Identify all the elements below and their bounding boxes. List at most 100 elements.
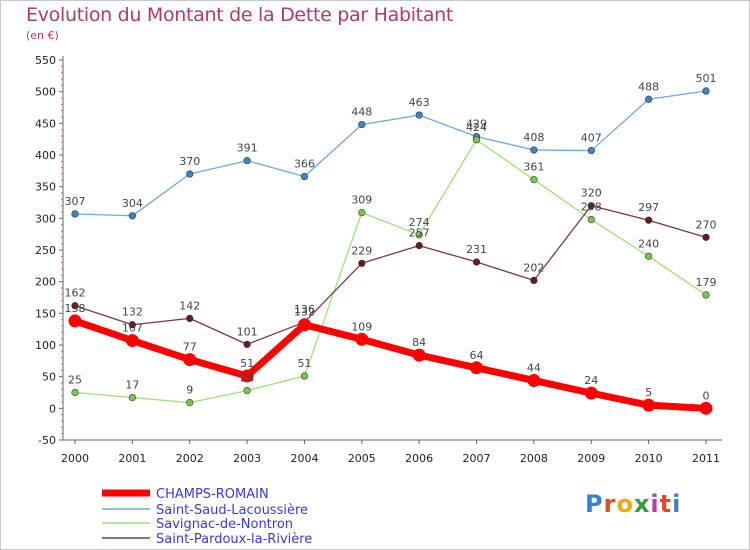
data-label: 307: [65, 195, 86, 208]
data-point: [358, 120, 366, 129]
data-label: 257: [409, 227, 430, 240]
data-point: [587, 216, 595, 224]
y-tick-label: 200: [35, 276, 56, 289]
chart-unit: (en €): [26, 29, 59, 42]
data-label: 132: [294, 306, 315, 319]
data-label: 17: [125, 379, 139, 392]
data-label: 297: [638, 201, 659, 214]
data-point: [645, 95, 653, 103]
data-point: [415, 241, 423, 250]
data-point: [584, 386, 598, 400]
x-tick-label: 2009: [577, 452, 605, 465]
data-label: 407: [581, 132, 602, 145]
data-label: 231: [466, 243, 487, 256]
data-point: [702, 291, 710, 299]
chart-title: Evolution du Montant de la Dette par Hab…: [26, 4, 454, 26]
data-label: 391: [237, 142, 258, 155]
logo-letter: i: [650, 490, 660, 518]
logo-letter: i: [672, 490, 682, 518]
series-line: [74, 139, 707, 404]
data-point: [702, 87, 710, 95]
data-label: 366: [294, 158, 315, 171]
data-point: [128, 393, 136, 402]
data-label: 25: [68, 374, 82, 387]
data-label: 44: [527, 361, 541, 374]
data-label: 132: [122, 306, 143, 319]
y-tick-label: 0: [49, 402, 56, 415]
data-point: [68, 314, 82, 328]
data-point: [355, 332, 369, 346]
y-tick-label: 50: [42, 371, 56, 384]
series-line: [74, 205, 707, 346]
data-point: [645, 252, 653, 260]
data-label: 142: [179, 299, 200, 312]
x-tick-label: 2000: [61, 452, 89, 465]
x-tick-label: 2005: [348, 452, 376, 465]
legend-label: Saint-Pardoux-la-Rivière: [156, 532, 312, 547]
y-tick-label: 550: [35, 54, 56, 67]
data-point: [358, 259, 366, 267]
data-point: [186, 399, 194, 407]
data-label: 370: [179, 155, 200, 168]
data-point: [183, 353, 197, 367]
data-point: [240, 369, 254, 383]
data-label: 309: [351, 194, 372, 207]
logo-letter: x: [633, 490, 651, 518]
data-label: 101: [237, 325, 258, 338]
data-label: 107: [122, 322, 143, 335]
data-point: [470, 361, 484, 375]
data-label: 84: [412, 336, 426, 349]
data-label: 24: [584, 374, 598, 387]
data-label: 270: [696, 218, 717, 231]
data-point: [472, 136, 481, 144]
data-point: [125, 334, 139, 348]
y-tick-label: 250: [35, 244, 56, 257]
data-label: 64: [470, 349, 484, 362]
data-point: [642, 398, 656, 412]
y-tick-label: 100: [35, 339, 56, 352]
data-label: 320: [581, 187, 602, 200]
data-label: 429: [466, 118, 487, 131]
y-tick-label: 300: [35, 212, 56, 225]
data-point: [186, 170, 194, 178]
legend-label: Savignac-de-Nontron: [156, 517, 293, 532]
data-label: 51: [240, 357, 254, 370]
data-label: 298: [581, 201, 602, 214]
proxiti-logo: Proxiti: [585, 490, 681, 518]
data-point: [530, 146, 538, 154]
y-tick-label: 450: [35, 117, 56, 130]
data-point: [412, 348, 426, 362]
data-label: 136: [294, 303, 315, 316]
data-label: 5: [645, 386, 652, 399]
series-line: [71, 317, 710, 412]
data-label: 274: [409, 216, 430, 229]
data-point: [128, 321, 136, 329]
data-label: 424: [466, 121, 487, 134]
x-tick-label: 2004: [290, 452, 318, 465]
series-line: [74, 90, 707, 217]
data-label: 304: [122, 197, 143, 210]
data-point: [472, 258, 481, 266]
x-tick-label: 2007: [463, 452, 491, 465]
data-label: 361: [523, 161, 544, 174]
data-label: 162: [65, 287, 86, 300]
legend-label: Saint-Saud-Lacoussière: [156, 503, 308, 518]
data-point: [243, 340, 251, 348]
data-label: 51: [297, 357, 311, 370]
data-point: [530, 176, 538, 184]
y-tick-label: -50: [38, 434, 56, 447]
data-label: 240: [638, 237, 659, 250]
legend-label: CHAMPS-ROMAIN: [156, 487, 269, 502]
data-point: [71, 210, 79, 218]
data-point: [128, 212, 136, 220]
x-tick-label: 2001: [118, 452, 146, 465]
data-label: 202: [523, 261, 544, 274]
data-point: [645, 216, 653, 224]
y-tick-label: 400: [35, 149, 56, 162]
logo-letter: P: [585, 490, 604, 518]
data-point: [702, 233, 710, 241]
data-point: [587, 202, 595, 210]
data-point: [530, 276, 538, 285]
data-point: [415, 111, 423, 119]
